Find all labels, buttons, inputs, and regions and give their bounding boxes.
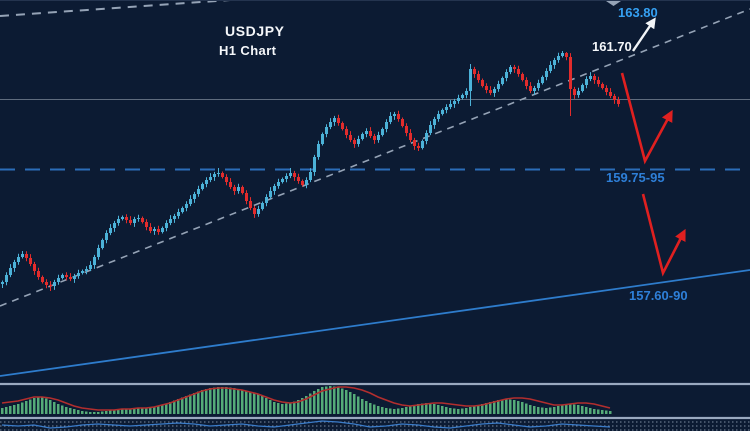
top-marker-group [606,1,621,6]
symbol-label: USDJPY [225,23,285,39]
support-zone-1-label[interactable]: 159.75-95 [606,170,665,185]
chart-title: USDJPY H1 Chart [219,22,285,60]
annotation-arrow-group[interactable] [620,17,686,277]
target-price-label[interactable]: 163.80 [618,5,658,20]
oscillator-group [0,420,750,431]
trendline-group [0,1,750,377]
support-zone-2-label[interactable]: 157.60-90 [629,288,688,303]
separator-group [0,382,750,420]
signal-line-group [1,386,611,411]
histogram-group [1,386,612,414]
breakdown-price-label[interactable]: 161.70 [592,39,632,54]
timeframe-label: H1 Chart [219,43,277,58]
candlestick-group [1,51,620,291]
